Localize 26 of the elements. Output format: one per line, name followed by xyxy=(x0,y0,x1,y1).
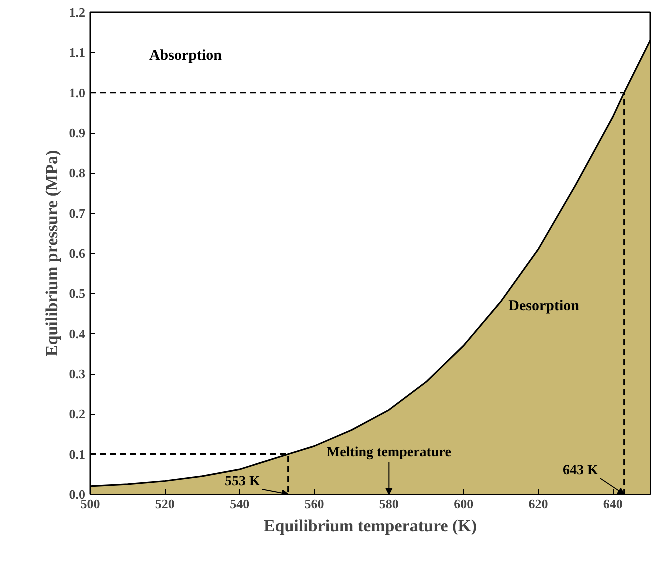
y-tick-label: 1.0 xyxy=(69,85,86,100)
x-tick-label: 580 xyxy=(379,496,399,512)
annotation: Absorption xyxy=(149,48,223,64)
x-tick-label: 540 xyxy=(230,496,250,512)
annotation: Melting temperature xyxy=(326,446,452,460)
x-tick-label: 520 xyxy=(155,496,175,512)
y-tick-label: 1.1 xyxy=(69,45,86,60)
y-tick-label: 0.4 xyxy=(69,326,86,342)
y-tick-label: 0.7 xyxy=(69,206,86,221)
y-tick-label: 0.6 xyxy=(69,246,86,261)
annotation: 553 K xyxy=(224,474,260,490)
y-tick-label: 0.2 xyxy=(69,406,86,422)
x-tick-label: 640 xyxy=(603,496,623,512)
annotation: 643 K xyxy=(562,464,598,478)
x-axis-title: Equilibrium temperature (K) xyxy=(264,516,478,536)
x-tick-label: 620 xyxy=(528,496,548,512)
y-tick-label: 1.2 xyxy=(69,5,86,20)
annotation: Desorption xyxy=(508,298,580,315)
y-axis-title: Equilibrium pressure (MPa) xyxy=(42,150,62,357)
x-tick-label: 600 xyxy=(454,496,474,512)
y-tick-label: 0.3 xyxy=(69,366,86,382)
y-tick-label: 0.8 xyxy=(69,166,86,181)
y-tick-label: 0.9 xyxy=(69,126,86,140)
y-tick-label: 0.5 xyxy=(69,286,86,302)
y-tick-label: 0.1 xyxy=(69,446,86,462)
x-tick-label: 560 xyxy=(304,496,324,512)
